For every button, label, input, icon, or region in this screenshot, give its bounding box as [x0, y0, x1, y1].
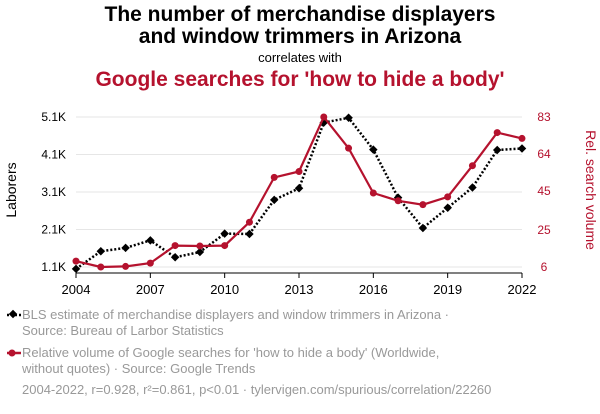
data-point-searches [245, 218, 253, 226]
data-point-searches [518, 134, 526, 142]
chart-title-line2: and window trimmers in Arizona [138, 25, 462, 48]
chart-title-line1: The number of merchandise displayers [104, 3, 496, 26]
chart-subtitle: correlates with [258, 50, 342, 65]
data-point-searches [270, 173, 278, 181]
data-point-laborers [418, 223, 428, 233]
data-point-searches [295, 168, 303, 176]
legend-item-black: BLS estimate of merchandise displayers a… [6, 307, 596, 339]
data-point-searches [146, 259, 154, 267]
data-point-laborers [121, 243, 130, 253]
chart-title: The number of merchandise displayers and… [0, 4, 600, 48]
data-point-searches [468, 162, 476, 170]
data-point-laborers [146, 236, 155, 245]
data-point-searches [444, 193, 452, 201]
right-tick-label: 83 [537, 110, 551, 124]
chart-footer: 2004-2022, r=0.928, r²=0.861, p<0.01 · t… [22, 382, 492, 397]
series-line-laborers [75, 116, 523, 270]
right-tick-label: 25 [537, 223, 551, 237]
right-tick-label: 45 [537, 184, 551, 198]
data-point-searches [369, 189, 377, 197]
data-point-searches [320, 113, 328, 121]
y-axis-label-right: Rel. search volume [583, 130, 599, 250]
left-tick-label: 2.1K [41, 223, 66, 237]
data-point-searches [419, 201, 427, 209]
x-tick-label: 2013 [285, 282, 314, 297]
data-point-searches [394, 197, 402, 205]
data-point-searches [221, 242, 229, 250]
legend-text-red-line2: without quotes) · Source: Google Trends [22, 361, 256, 376]
legend-swatch-black [7, 309, 21, 319]
x-tick-label: 2004 [62, 282, 91, 297]
x-tick-label: 2022 [508, 282, 537, 297]
left-tick-label: 3.1K [41, 185, 66, 199]
legend-swatch-red [7, 349, 21, 357]
data-point-laborers [492, 145, 502, 155]
legend-text-black-line2: Source: Bureau of Larbor Statistics [22, 323, 224, 338]
data-point-searches [72, 257, 80, 265]
right-axis-ticks: 6 25 45 64 83 [537, 110, 551, 274]
left-tick-label: 1.1K [41, 260, 66, 274]
data-point-laborers [96, 247, 106, 256]
left-axis-ticks: 1.1K 2.1K 3.1K 4.1K 5.1K [41, 110, 66, 274]
data-point-searches [171, 242, 179, 250]
series-layer [71, 113, 527, 274]
data-point-searches [493, 129, 501, 137]
data-point-laborers [468, 183, 477, 192]
data-point-laborers [294, 184, 304, 193]
data-point-laborers [443, 203, 452, 212]
x-tick-label: 2016 [359, 282, 388, 297]
data-point-laborers [517, 144, 527, 153]
x-axis-ticks: 2004 2007 2010 2013 2016 2019 2022 [62, 272, 537, 297]
data-point-searches [122, 262, 130, 270]
y-axis-label-left: Laborers [3, 162, 19, 217]
x-tick-label: 2010 [210, 282, 239, 297]
data-point-laborers [269, 195, 279, 205]
right-tick-label: 64 [537, 147, 551, 161]
chart-headline: Google searches for 'how to hide a body' [95, 68, 505, 91]
legend-item-red: Relative volume of Google searches for '… [6, 345, 596, 377]
left-tick-label: 5.1K [41, 110, 66, 124]
left-tick-label: 4.1K [41, 148, 66, 162]
x-tick-label: 2019 [433, 282, 462, 297]
legend-text-red-line1: Relative volume of Google searches for '… [22, 345, 440, 360]
data-point-searches [97, 263, 105, 271]
legend-text-black-line1: BLS estimate of merchandise displayers a… [22, 307, 450, 322]
data-point-laborers [170, 253, 180, 262]
data-point-searches [196, 242, 204, 250]
data-point-laborers [245, 229, 254, 239]
data-point-searches [345, 144, 353, 152]
right-tick-label: 6 [541, 260, 548, 274]
data-point-laborers [220, 229, 229, 238]
x-tick-label: 2007 [136, 282, 165, 297]
